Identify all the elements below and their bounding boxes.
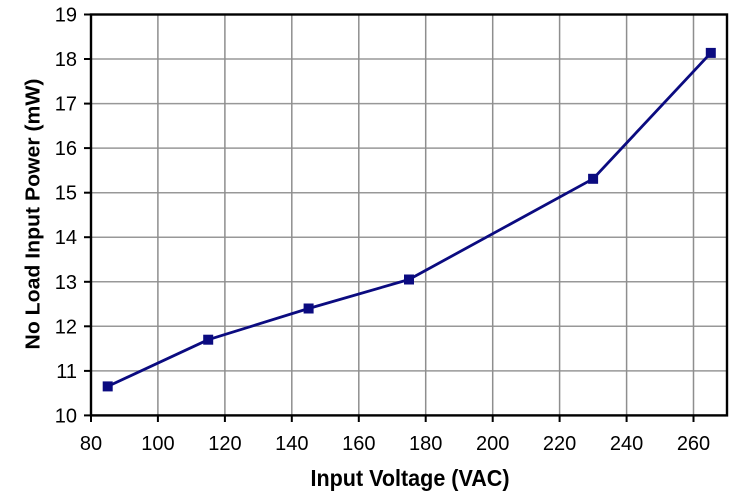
svg-text:120: 120 <box>208 433 241 455</box>
svg-text:Input Voltage (VAC): Input Voltage (VAC) <box>311 465 510 491</box>
svg-text:220: 220 <box>543 433 576 455</box>
svg-text:140: 140 <box>275 433 308 455</box>
svg-text:160: 160 <box>342 433 375 455</box>
svg-text:15: 15 <box>55 183 77 205</box>
svg-text:16: 16 <box>55 138 77 160</box>
svg-text:19: 19 <box>55 5 77 27</box>
svg-text:260: 260 <box>677 433 710 455</box>
svg-text:13: 13 <box>55 272 77 294</box>
svg-text:80: 80 <box>80 433 102 455</box>
svg-text:100: 100 <box>141 433 174 455</box>
svg-text:No Load Input Power (mW): No Load Input Power (mW) <box>22 79 45 350</box>
svg-text:14: 14 <box>55 227 77 249</box>
svg-text:200: 200 <box>476 433 509 455</box>
svg-text:18: 18 <box>55 49 77 71</box>
svg-text:180: 180 <box>409 433 442 455</box>
svg-text:11: 11 <box>56 361 77 383</box>
svg-text:12: 12 <box>55 316 77 338</box>
svg-text:10: 10 <box>55 405 77 427</box>
svg-text:240: 240 <box>610 433 643 455</box>
svg-text:17: 17 <box>55 94 77 116</box>
